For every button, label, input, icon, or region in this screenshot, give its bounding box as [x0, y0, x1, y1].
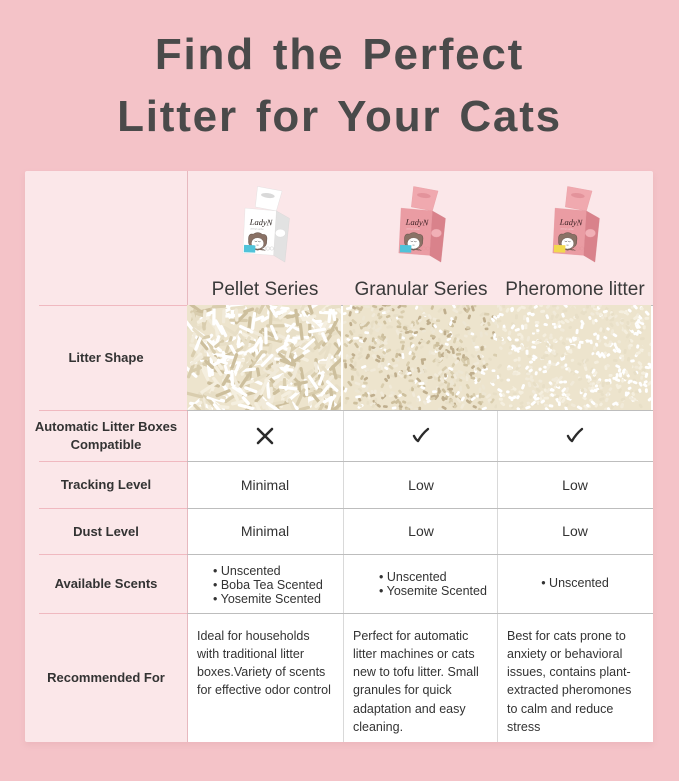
svg-text:LadyN: LadyN — [559, 217, 584, 228]
svg-text:LadyN: LadyN — [249, 217, 274, 228]
svg-text:LadyN: LadyN — [405, 217, 430, 228]
